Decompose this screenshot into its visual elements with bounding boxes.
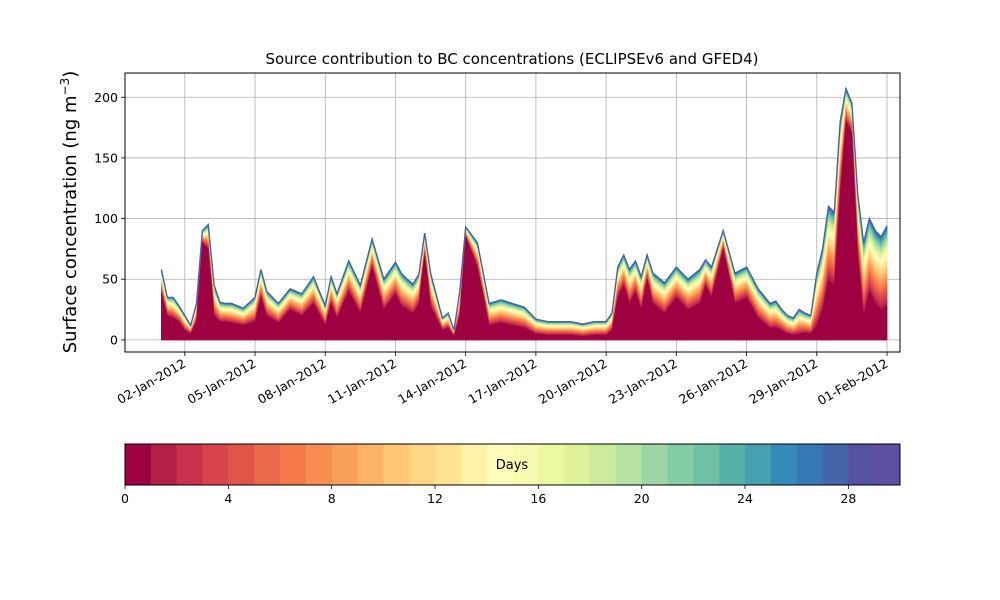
y-tick-label: 200 <box>94 90 118 105</box>
colorbar-tick-label: 12 <box>427 491 443 506</box>
total-concentration-line <box>160 86 888 331</box>
colorbar-cell <box>383 444 410 485</box>
colorbar-tick-label: 8 <box>328 491 336 506</box>
y-axis-label-close: ) <box>60 71 81 78</box>
y-axis: 0 50 100 150 200 <box>94 90 125 347</box>
colorbar-tick-label: 16 <box>530 491 546 506</box>
colorbar-cell <box>409 444 436 485</box>
y-tick-label: 150 <box>94 150 118 165</box>
y-tick-label: 50 <box>102 272 118 287</box>
colorbar-cell <box>125 444 152 485</box>
colorbar-cell <box>770 444 798 485</box>
colorbar: Days 0 4 8 12 16 20 24 28 <box>121 443 901 506</box>
colorbar-cell <box>435 444 462 485</box>
stacked-areas <box>160 86 888 341</box>
colorbar-cell <box>280 444 307 485</box>
colorbar-cell <box>486 444 513 485</box>
colorbar-cell <box>719 444 746 485</box>
colorbar-cell <box>641 444 668 485</box>
colorbar-cell <box>590 444 617 485</box>
colorbar-cell <box>745 444 772 485</box>
colorbar-cell <box>615 444 643 485</box>
colorbar-cell <box>176 444 203 485</box>
colorbar-label: Days <box>496 458 529 473</box>
colorbar-tick-label: 28 <box>840 491 856 506</box>
y-axis-label: Surface concentration (ng m−3) <box>58 71 81 354</box>
y-tick-label: 100 <box>94 211 118 226</box>
plot-frame <box>124 72 901 353</box>
colorbar-tick-label: 4 <box>224 491 232 506</box>
colorbar-cell <box>512 444 539 485</box>
y-axis-label-superscript: −3 <box>58 78 72 96</box>
colorbar-cell <box>874 444 901 485</box>
colorbar-cells <box>125 444 901 485</box>
y-tick-label: 0 <box>110 332 118 347</box>
colorbar-frame <box>124 443 901 486</box>
colorbar-cell <box>693 444 720 485</box>
colorbar-cell <box>357 444 384 485</box>
colorbar-ticks: 0 4 8 12 16 20 24 28 <box>121 485 856 506</box>
colorbar-cell <box>822 444 849 485</box>
colorbar-tick-label: 0 <box>121 491 129 506</box>
chart-title: Source contribution to BC concentrations… <box>265 50 758 68</box>
colorbar-cell <box>305 444 333 485</box>
colorbar-cell <box>460 444 488 485</box>
colorbar-cell <box>254 444 281 485</box>
colorbar-tick-label: 24 <box>737 491 753 506</box>
colorbar-cell <box>150 444 178 485</box>
colorbar-cell <box>228 444 255 485</box>
colorbar-cell <box>331 444 358 485</box>
colorbar-cell <box>202 444 229 485</box>
colorbar-cell <box>538 444 565 485</box>
y-axis-label-text: Surface concentration (ng m <box>60 95 81 353</box>
colorbar-cell <box>667 444 694 485</box>
colorbar-tick-label: 20 <box>634 491 650 506</box>
colorbar-cell <box>796 444 823 485</box>
colorbar-cell <box>848 444 875 485</box>
colorbar-cell <box>564 444 591 485</box>
age-band-0-days <box>161 120 888 341</box>
